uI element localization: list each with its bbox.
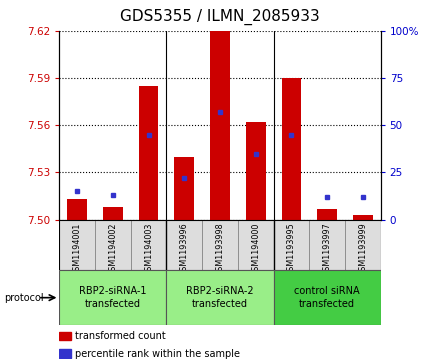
Bar bbox=[95, 220, 131, 270]
Bar bbox=[238, 220, 274, 270]
Bar bbox=[282, 78, 301, 220]
Text: transformed count: transformed count bbox=[76, 331, 166, 341]
Bar bbox=[59, 270, 166, 325]
Bar bbox=[59, 220, 95, 270]
Text: GSM1193996: GSM1193996 bbox=[180, 222, 189, 276]
Bar bbox=[166, 270, 274, 325]
Bar bbox=[210, 31, 230, 220]
Text: GSM1194002: GSM1194002 bbox=[108, 222, 117, 276]
Bar bbox=[139, 86, 158, 220]
Bar bbox=[103, 207, 123, 220]
Bar bbox=[202, 220, 238, 270]
Bar bbox=[59, 349, 71, 358]
Bar bbox=[345, 220, 381, 270]
Text: GSM1194001: GSM1194001 bbox=[73, 222, 82, 276]
Bar bbox=[246, 122, 265, 220]
Text: GSM1193997: GSM1193997 bbox=[323, 222, 332, 276]
Bar bbox=[59, 332, 71, 340]
Text: RBP2-siRNA-2
transfected: RBP2-siRNA-2 transfected bbox=[186, 286, 254, 309]
Text: RBP2-siRNA-1
transfected: RBP2-siRNA-1 transfected bbox=[79, 286, 147, 309]
Bar bbox=[353, 215, 373, 220]
Text: GDS5355 / ILMN_2085933: GDS5355 / ILMN_2085933 bbox=[120, 9, 320, 25]
Bar bbox=[274, 270, 381, 325]
Text: control siRNA
transfected: control siRNA transfected bbox=[294, 286, 360, 309]
Bar bbox=[274, 220, 309, 270]
Text: GSM1193995: GSM1193995 bbox=[287, 222, 296, 276]
Bar bbox=[131, 220, 166, 270]
Bar bbox=[309, 220, 345, 270]
Text: protocol: protocol bbox=[4, 293, 44, 303]
Bar bbox=[175, 157, 194, 220]
Text: GSM1193999: GSM1193999 bbox=[358, 222, 367, 276]
Text: percentile rank within the sample: percentile rank within the sample bbox=[76, 348, 240, 359]
Text: GSM1193998: GSM1193998 bbox=[216, 222, 224, 276]
Text: GSM1194000: GSM1194000 bbox=[251, 222, 260, 276]
Bar bbox=[67, 199, 87, 220]
Text: GSM1194003: GSM1194003 bbox=[144, 222, 153, 276]
Bar bbox=[166, 220, 202, 270]
Bar bbox=[317, 209, 337, 220]
